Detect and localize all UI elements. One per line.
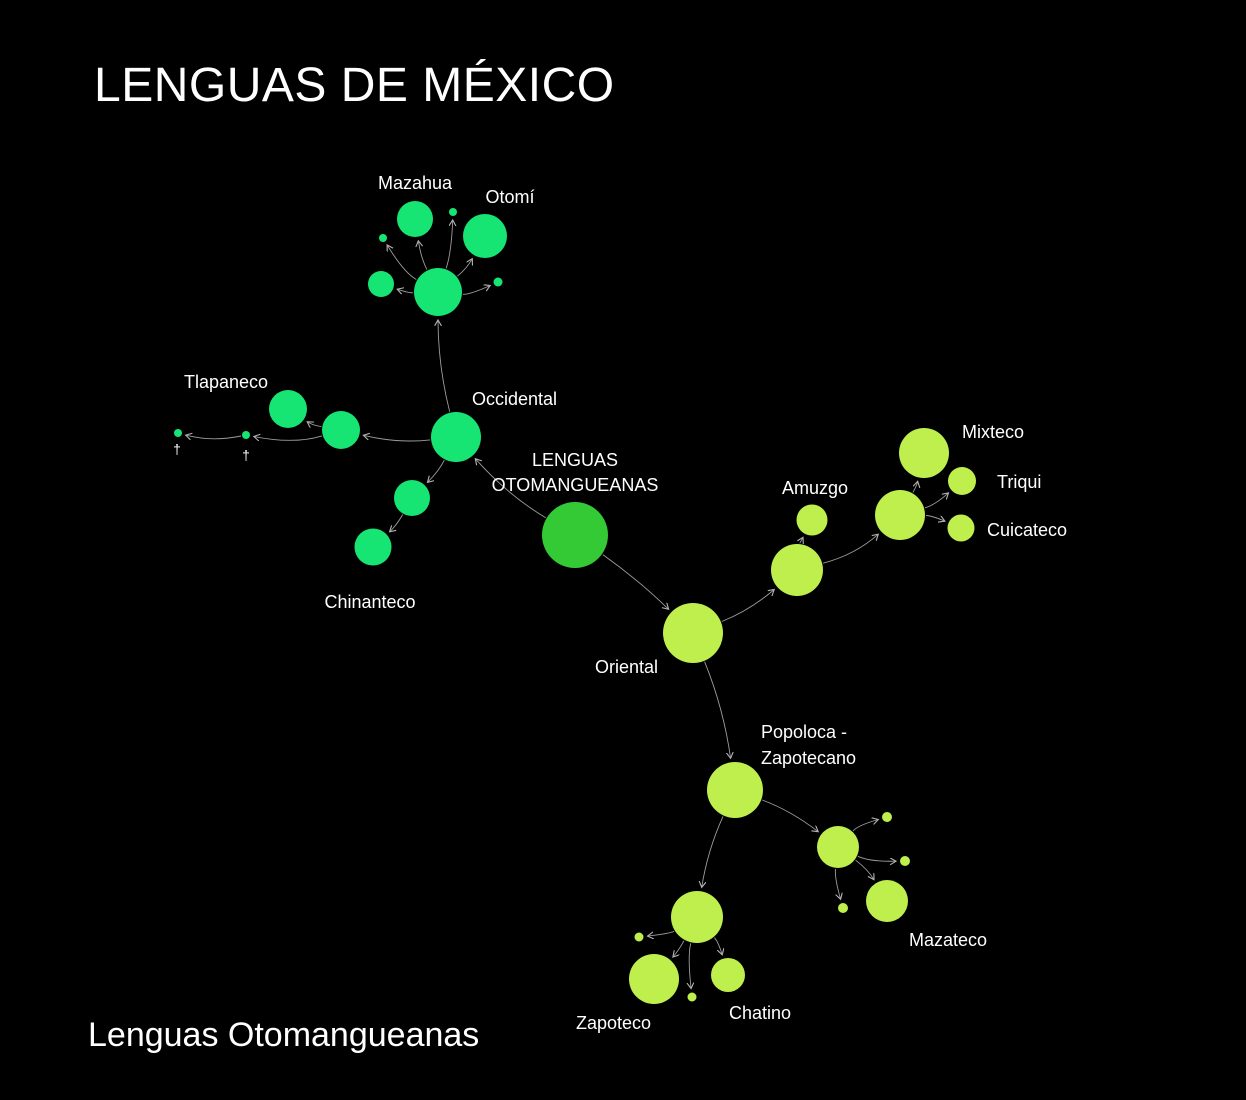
node-dot-z2[interactable] xyxy=(687,992,697,1002)
edge-occidental-to-otopame-hub xyxy=(438,320,451,412)
node-dot-a[interactable] xyxy=(379,234,387,242)
node-mixteco[interactable] xyxy=(899,428,949,478)
edge-root-to-occidental xyxy=(475,459,546,519)
node-tlapaneco[interactable] xyxy=(269,390,307,428)
edge-mixtecano-hub-to-mixteco xyxy=(912,481,918,493)
node-triqui[interactable] xyxy=(948,467,976,495)
node-dot-z1[interactable] xyxy=(634,932,644,942)
label-triqui: Triqui xyxy=(997,472,1041,492)
edge-zapoteco-hub-to-dot-z1 xyxy=(648,930,675,936)
dagger-extinct-1: † xyxy=(173,441,181,457)
edge-popoloca-zapotecano-to-zapoteco-hub xyxy=(702,816,724,887)
label-oriental: Oriental xyxy=(595,657,658,677)
edge-occidental-to-chinanteco-hub xyxy=(428,459,445,482)
node-dot-g[interactable] xyxy=(242,431,250,439)
label-popoloca-line2: Zapotecano xyxy=(761,748,856,768)
edge-otopame-hub-to-dot-a xyxy=(387,245,417,280)
node-otomi[interactable] xyxy=(463,214,507,258)
edge-zapoteco-hub-to-dot-z2 xyxy=(689,943,691,988)
node-mazateco[interactable] xyxy=(866,880,908,922)
node-chatino[interactable] xyxy=(711,958,745,992)
edge-mazateco-hub-to-dot-m3 xyxy=(834,868,840,899)
edge-amuzgo-hub-to-mixtecano-hub xyxy=(822,534,878,564)
edge-oriental-to-popoloca-zapotecano xyxy=(704,661,731,759)
edge-dot-g-to-dot-h xyxy=(186,435,242,439)
node-mazahua[interactable] xyxy=(397,201,433,237)
node-amuzgo-hub[interactable] xyxy=(771,544,823,596)
label-otomi: Otomí xyxy=(485,187,534,207)
label-popoloca-line1: Popoloca - xyxy=(761,722,847,742)
edge-otopame-hub-to-pame xyxy=(397,289,414,293)
node-amuzgo[interactable] xyxy=(796,504,828,536)
label-cuicateco: Cuicateco xyxy=(987,520,1067,540)
edge-zapoteco-hub-to-chatino xyxy=(714,937,722,955)
label-chinanteco: Chinanteco xyxy=(324,592,415,612)
node-occidental[interactable] xyxy=(431,412,481,462)
edge-amuzgo-hub-to-amuzgo xyxy=(800,537,803,543)
label-root-line1: LENGUAS xyxy=(532,450,618,470)
edge-otopame-hub-to-dot-b xyxy=(445,220,453,269)
edge-tlapaneco-hub-to-dot-g xyxy=(254,436,323,440)
node-dot-m2[interactable] xyxy=(900,856,910,866)
node-zapoteco[interactable] xyxy=(629,954,679,1004)
edge-otopame-hub-to-dot-d xyxy=(462,286,490,295)
edge-otopame-hub-to-mazahua xyxy=(418,241,428,270)
node-mazateco-hub[interactable] xyxy=(817,826,859,868)
node-mixtecano-hub[interactable] xyxy=(875,490,925,540)
edge-root-to-oriental xyxy=(602,554,669,610)
node-zapoteco-hub[interactable] xyxy=(671,891,723,943)
label-chatino: Chatino xyxy=(729,1003,791,1023)
label-mazateco: Mazateco xyxy=(909,930,987,950)
node-dot-d[interactable] xyxy=(493,277,503,287)
node-root[interactable] xyxy=(542,502,608,568)
edge-chinanteco-hub-to-chinanteco xyxy=(390,514,404,532)
label-tlapaneco: Tlapaneco xyxy=(184,372,268,392)
edge-tlapaneco-hub-to-tlapaneco xyxy=(307,422,322,427)
page-title: LENGUAS DE MÉXICO xyxy=(94,59,615,112)
node-chinanteco-hub[interactable] xyxy=(394,480,430,516)
edge-occidental-to-tlapaneco-hub xyxy=(363,435,431,442)
edge-popoloca-zapotecano-to-mazateco-hub xyxy=(762,799,818,832)
label-mixteco: Mixteco xyxy=(962,422,1024,442)
node-dot-h[interactable] xyxy=(174,429,182,437)
dagger-extinct-2: † xyxy=(242,447,250,463)
edge-mazateco-hub-to-mazateco xyxy=(855,859,874,880)
label-occidental: Occidental xyxy=(472,389,557,409)
node-dot-m1[interactable] xyxy=(882,812,892,822)
node-dot-m3[interactable] xyxy=(838,903,848,913)
edge-mazateco-hub-to-dot-m1 xyxy=(852,820,878,832)
node-dot-b[interactable] xyxy=(449,208,457,216)
edge-mazateco-hub-to-dot-m2 xyxy=(857,855,896,861)
edge-zapoteco-hub-to-zapoteco xyxy=(673,940,685,957)
edge-otopame-hub-to-otomi xyxy=(457,259,472,277)
label-amuzgo: Amuzgo xyxy=(782,478,848,498)
node-popoloca-zapotecano[interactable] xyxy=(707,762,763,818)
edge-oriental-to-amuzgo-hub xyxy=(721,590,774,622)
node-otopame-hub[interactable] xyxy=(414,268,462,316)
label-zapoteco: Zapoteco xyxy=(576,1013,651,1033)
label-mazahua: Mazahua xyxy=(378,173,453,193)
node-tlapaneco-hub[interactable] xyxy=(322,411,360,449)
label-root-line2: OTOMANGUEANAS xyxy=(492,475,659,495)
node-oriental[interactable] xyxy=(663,603,723,663)
node-cuicateco[interactable] xyxy=(947,514,975,542)
edge-mixtecano-hub-to-cuicateco xyxy=(925,515,945,522)
footer-caption: Lenguas Otomangueanas xyxy=(88,1016,480,1054)
node-pame[interactable] xyxy=(368,271,394,297)
edge-mixtecano-hub-to-triqui xyxy=(924,493,949,509)
node-chinanteco[interactable] xyxy=(354,528,392,566)
